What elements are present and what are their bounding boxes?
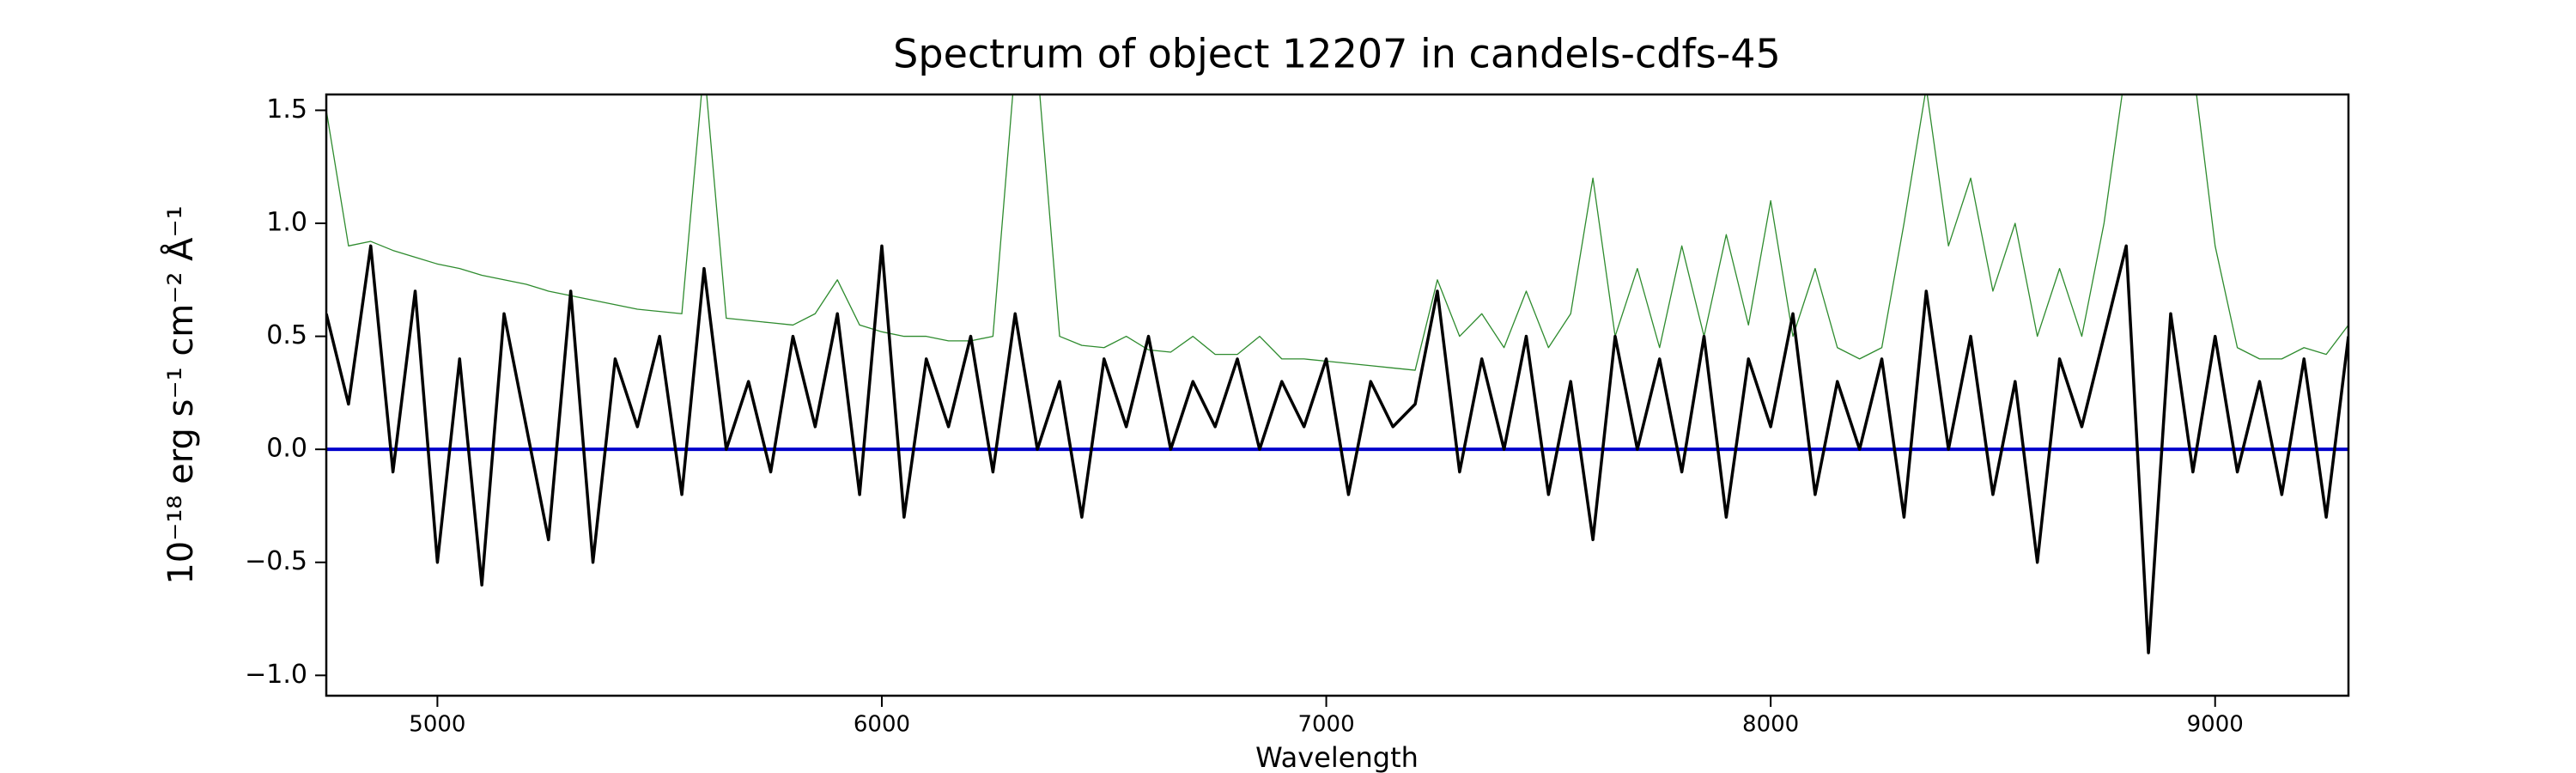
x-tick-label: 7000 — [1297, 712, 1354, 738]
y-tick-label: 1.5 — [266, 94, 307, 125]
y-tick-label: 1.0 — [266, 208, 307, 238]
x-axis-label: Wavelength — [1255, 741, 1419, 773]
x-tick-label: 8000 — [1742, 712, 1799, 738]
x-tick-label: 9000 — [2187, 712, 2244, 738]
y-tick-label: −1.0 — [245, 660, 307, 690]
spectrum-line — [326, 94, 2348, 371]
x-tick-label: 5000 — [409, 712, 465, 738]
y-tick-label: 0.0 — [266, 434, 307, 464]
y-tick-label: 0.5 — [266, 320, 307, 350]
axes-frame — [325, 93, 2350, 697]
chart-title: Spectrum of object 12207 in candels-cdfs… — [893, 31, 1781, 77]
spectrum-line — [326, 244, 2348, 654]
x-tick-label: 6000 — [854, 712, 910, 738]
y-tick-label: −0.5 — [245, 546, 307, 576]
y-axis-label: 10⁻¹⁸ erg s⁻¹ cm⁻² Å⁻¹ — [160, 205, 201, 584]
plot-area — [326, 94, 2348, 654]
